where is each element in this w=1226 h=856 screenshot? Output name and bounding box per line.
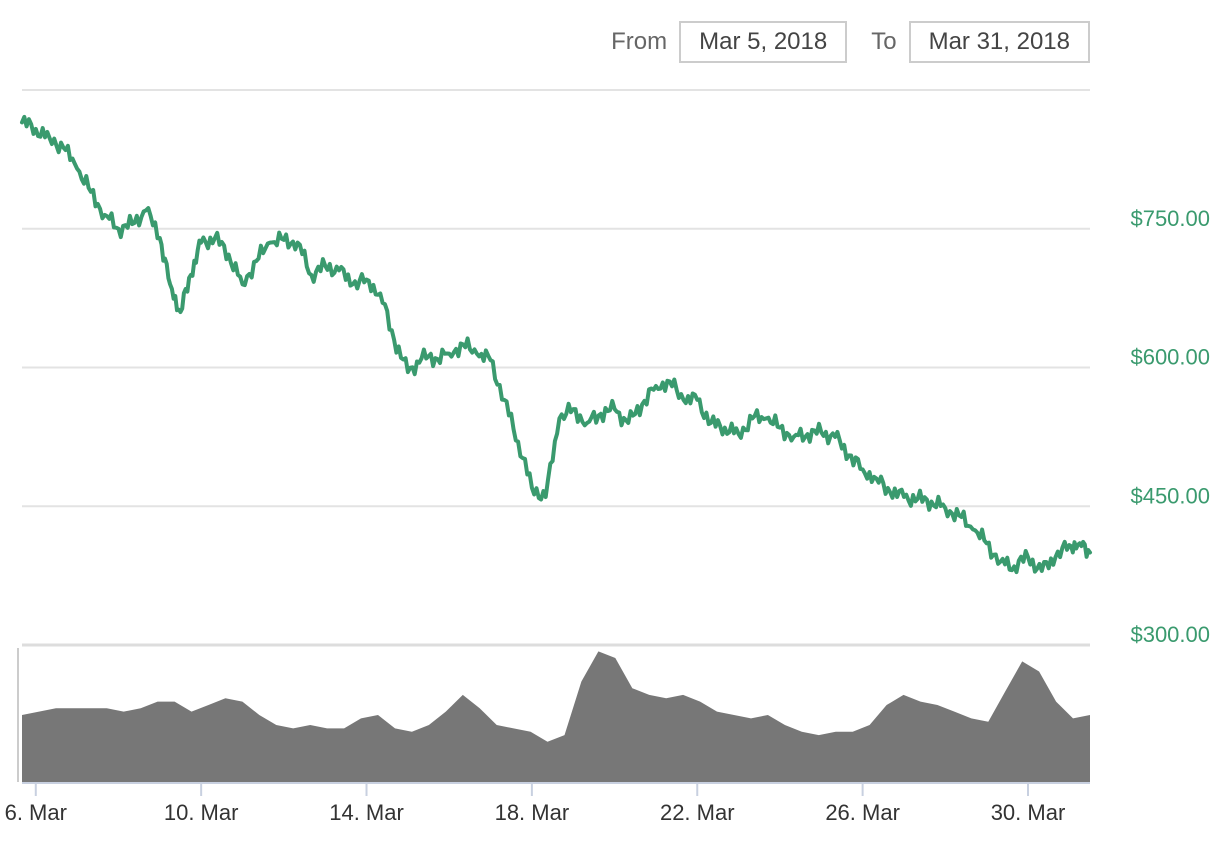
y-tick-label: $450.00	[1130, 483, 1210, 508]
y-tick-label: $600.00	[1130, 345, 1210, 370]
price-line	[20, 114, 1092, 575]
x-tick-label: 30. Mar	[991, 800, 1066, 825]
from-label: From	[611, 28, 668, 55]
x-tick-label: 10. Mar	[164, 800, 239, 825]
x-tick-label: 22. Mar	[660, 800, 735, 825]
x-tick-label: 14. Mar	[329, 800, 404, 825]
to-label: To	[871, 28, 897, 55]
y-tick-label: $750.00	[1130, 206, 1210, 231]
from-date-input[interactable]: Mar 5, 2018	[679, 21, 848, 63]
date-range-selector: From Mar 5, 2018 To Mar 31, 2018	[611, 20, 1090, 64]
x-tick-label: 6. Mar	[5, 800, 67, 825]
y-tick-label: $300.00	[1130, 622, 1210, 647]
x-tick-label: 18. Mar	[495, 800, 570, 825]
volume-area	[22, 651, 1090, 782]
to-date-input[interactable]: Mar 31, 2018	[908, 21, 1090, 63]
x-tick-label: 26. Mar	[825, 800, 900, 825]
